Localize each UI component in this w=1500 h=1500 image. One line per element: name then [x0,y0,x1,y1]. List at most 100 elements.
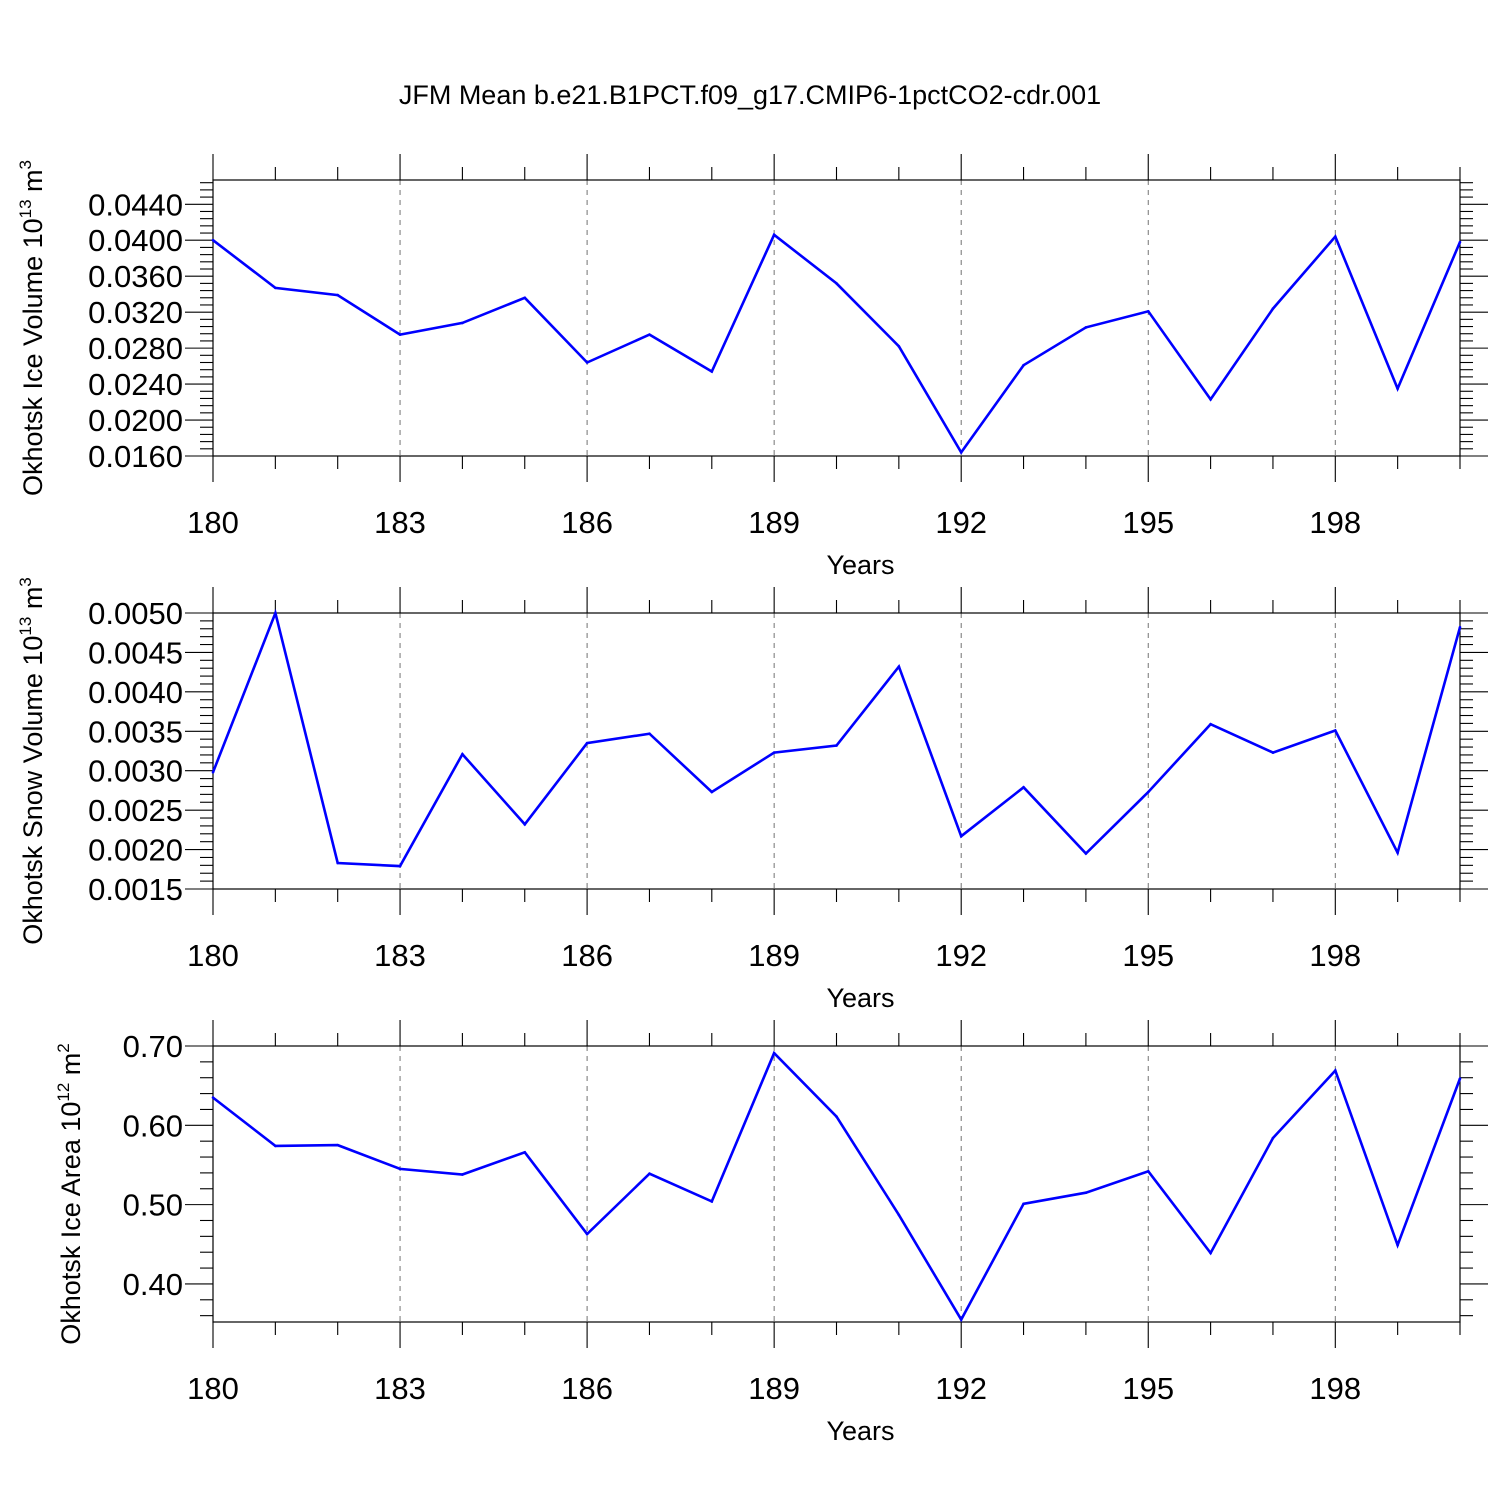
y-axis-label: Okhotsk Ice Volume 1013 m3 [16,160,48,496]
data-point [1396,387,1399,390]
data-point [648,732,651,735]
y-axis-label-exponent: 13 [16,617,35,636]
data-point [835,282,838,285]
x-tick-label: 183 [374,505,426,540]
data-point [336,861,340,865]
y-axis-label-main: Okhotsk Ice Area 10 [56,1102,86,1345]
y-tick-label: 0.0160 [88,439,183,474]
data-point [648,333,651,336]
x-tick-label: 186 [561,505,613,540]
x-tick-label: 189 [748,505,800,540]
x-tick-label: 189 [748,938,800,973]
y-tick-label: 0.0400 [88,223,183,258]
data-point [710,370,714,373]
x-tick-label: 183 [374,938,426,973]
data-point [772,751,776,754]
y-tick-label: 0.0035 [88,714,183,749]
data-point [959,451,963,454]
data-point [1146,1170,1150,1173]
y-tick-label: 0.0025 [88,793,183,828]
y-axis-label-main: Okhotsk Snow Volume 10 [18,636,48,945]
y-tick-label: 0.0045 [88,635,183,670]
y-axis-label: Okhotsk Snow Volume 1013 m3 [16,577,48,945]
y-tick-label: 0.0440 [88,187,183,222]
data-point [710,790,714,794]
x-tick-label: 180 [187,938,239,973]
data-point [1271,751,1275,754]
data-point [211,770,215,774]
panels: 0.01600.02000.02400.02800.03200.03600.04… [16,154,1488,1446]
y-tick-label: 0.0030 [88,754,183,789]
x-tick-label: 198 [1309,938,1361,973]
data-point [274,1144,277,1148]
data-point [1022,785,1025,789]
data-point [835,1115,838,1118]
data-point [959,1318,963,1321]
data-point [1271,307,1275,310]
x-tick-label: 180 [187,1371,239,1406]
data-point [710,1200,714,1203]
y-axis-label-unit-exponent: 3 [16,577,35,586]
data-point [461,752,464,756]
data-point [1209,398,1212,401]
x-tick-label: 198 [1309,505,1361,540]
data-point [1334,1069,1337,1072]
x-tick-label: 180 [187,505,239,540]
data-point [1334,235,1337,238]
figure-title: JFM Mean b.e21.B1PCT.f09_g17.CMIP6-1pctC… [399,80,1101,110]
y-axis-label-unit: m [18,169,48,199]
data-point [1271,1136,1275,1140]
y-tick-label: 0.60 [123,1108,183,1143]
y-tick-label: 0.0320 [88,295,183,330]
data-point [211,1096,215,1099]
data-point [1084,1191,1088,1195]
data-point [1396,851,1399,855]
data-point [585,741,589,745]
data-point [1146,790,1150,794]
y-axis-label-unit-exponent: 2 [54,1043,73,1052]
data-point [1334,729,1337,732]
y-axis-label-unit: m [56,1053,86,1083]
y-tick-label: 0.0240 [88,367,183,402]
data-point [1209,1251,1212,1255]
data-point [336,293,340,297]
y-axis-label-unit: m [18,587,48,617]
data-point [897,1213,901,1217]
y-tick-label: 0.0015 [88,872,183,907]
data-point [523,296,527,300]
x-tick-label: 189 [748,1371,800,1406]
y-axis-label: Okhotsk Ice Area 1012 m2 [54,1043,86,1345]
panel-2: 0.0015 0.0020 0.0025 0.0030 0.0035 0.0040 0.00… [16,577,1488,1013]
data-point [398,1167,402,1171]
data-point [585,1232,589,1236]
x-tick-label: 195 [1122,938,1174,973]
data-point [274,286,277,290]
data-point [585,361,589,364]
panel-3: 0.40 0.50 0.60 0.70 180 183 186 189 192 195 198 Yea… [54,1020,1488,1446]
x-axis-label: Years [826,550,894,580]
y-tick-label: 0.0280 [88,331,183,366]
x-tick-label: 192 [935,505,987,540]
y-tick-label: 0.0040 [88,675,183,710]
data-point [523,823,527,826]
y-tick-label: 0.50 [123,1188,183,1223]
data-point [398,333,402,336]
data-point [897,345,901,348]
data-point [648,1172,651,1175]
data-point [211,238,215,242]
x-tick-label: 192 [935,938,987,973]
data-point [1084,326,1088,329]
x-tick-label: 186 [561,938,613,973]
x-axis-label: Years [826,983,894,1013]
x-tick-label: 183 [374,1371,426,1406]
y-axis-label-main: Okhotsk Ice Volume 10 [18,218,48,496]
x-tick-label: 195 [1122,505,1174,540]
data-point [1396,1243,1399,1247]
y-axis-label-unit-exponent: 3 [16,160,35,169]
x-tick-label: 186 [561,1371,613,1406]
data-point [398,864,402,868]
data-point [772,1051,776,1055]
y-axis-label-exponent: 12 [54,1083,73,1102]
